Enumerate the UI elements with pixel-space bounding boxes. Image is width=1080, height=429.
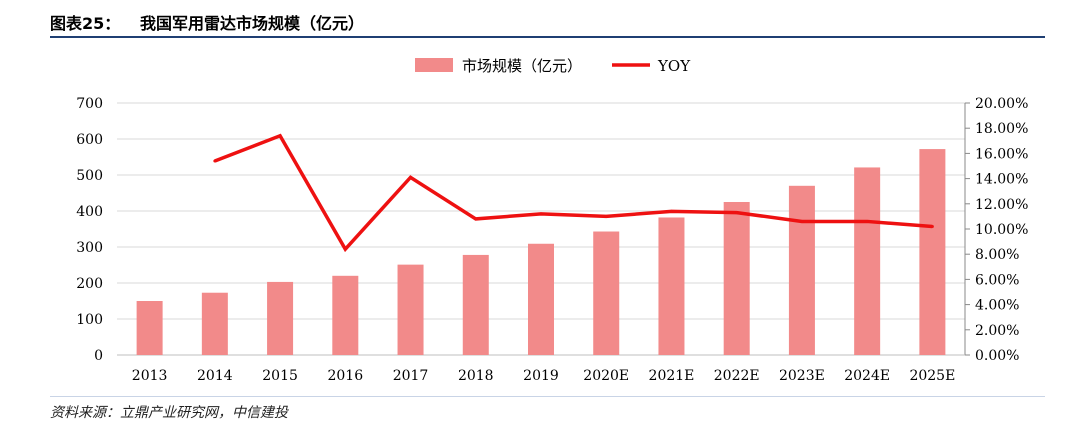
y-right-tick-label: 18.00%: [975, 121, 1028, 137]
y-right-tick-label: 20.00%: [975, 96, 1028, 112]
x-tick-label: 2016: [327, 368, 363, 384]
y-right-tick-label: 10.00%: [975, 222, 1028, 238]
figure-title-bar: 图表25： 我国军用雷达市场规模（亿元）: [50, 8, 1045, 38]
figure-label: 图表25：: [50, 14, 121, 33]
yoy-point: [930, 224, 934, 228]
yoy-point: [800, 219, 804, 223]
y-left-tick-label: 100: [76, 312, 103, 328]
y-left-tick-label: 500: [76, 168, 103, 184]
bar: [919, 149, 946, 355]
legend-bar-label: 市场规模（亿元）: [462, 57, 582, 75]
x-tick-label: 2017: [393, 368, 429, 384]
yoy-point: [604, 214, 608, 218]
x-tick-label: 2013: [132, 368, 168, 384]
bar: [332, 275, 359, 355]
legend-line-label: YOY: [657, 57, 691, 75]
x-tick-label: 2018: [458, 368, 494, 384]
bar: [462, 254, 489, 355]
y-left-tick-label: 400: [76, 204, 103, 220]
y-left-tick-label: 200: [76, 276, 103, 292]
bar: [854, 167, 881, 355]
x-tick-label: 2023E: [779, 368, 825, 384]
x-tick-label: 2020E: [583, 368, 629, 384]
figure-title: 我国军用雷达市场规模（亿元）: [140, 14, 365, 33]
x-tick-label: 2022E: [714, 368, 760, 384]
y-right-tick-label: 16.00%: [975, 146, 1028, 162]
bar: [267, 281, 294, 355]
y-right-tick-label: 14.00%: [975, 172, 1028, 188]
bar: [723, 202, 750, 355]
x-tick-label: 2015: [262, 368, 298, 384]
yoy-point: [409, 175, 413, 179]
x-tick-label: 2019: [523, 368, 559, 384]
y-left-tick-label: 600: [76, 132, 103, 148]
y-right-tick-label: 4.00%: [975, 298, 1019, 314]
yoy-point: [278, 134, 282, 138]
x-tick-label: 2014: [197, 368, 233, 384]
chart: 0 100 200 300 400 500 600 700 0.00% 2.00% 4.00% 6.0…: [76, 57, 1028, 384]
bar: [788, 185, 815, 355]
x-tick-label: 2021E: [649, 368, 695, 384]
yoy-point: [474, 217, 478, 221]
y-right-tick-label: 2.00%: [975, 323, 1019, 339]
yoy-line: [214, 133, 933, 253]
bar: [528, 243, 554, 355]
source-note: 资料来源：立鼎产业研究网，中信建投: [50, 396, 1045, 422]
y-left-tick-label: 0: [94, 348, 103, 364]
y-right-tick-label: 12.00%: [975, 197, 1028, 213]
yoy-point: [669, 209, 673, 213]
y-right-tick-label: 8.00%: [975, 247, 1019, 263]
bar: [201, 292, 228, 355]
x-tick-label: 2024E: [844, 368, 890, 384]
x-tick-label: 2025E: [909, 368, 955, 384]
yoy-point: [539, 212, 543, 216]
y-right-tick-label: 0.00%: [975, 348, 1019, 364]
yoy-point: [735, 211, 739, 215]
bar: [593, 231, 620, 355]
bar: [658, 217, 685, 355]
bar: [397, 264, 424, 355]
bar: [136, 301, 163, 355]
legend-bar-swatch: [415, 58, 453, 72]
y-right-tick-label: 6.00%: [975, 272, 1019, 288]
yoy-point: [343, 247, 347, 251]
yoy-point: [213, 159, 217, 163]
y-left-tick-label: 300: [76, 240, 103, 256]
y-left-tick-label: 700: [76, 96, 103, 112]
yoy-point: [865, 219, 869, 223]
